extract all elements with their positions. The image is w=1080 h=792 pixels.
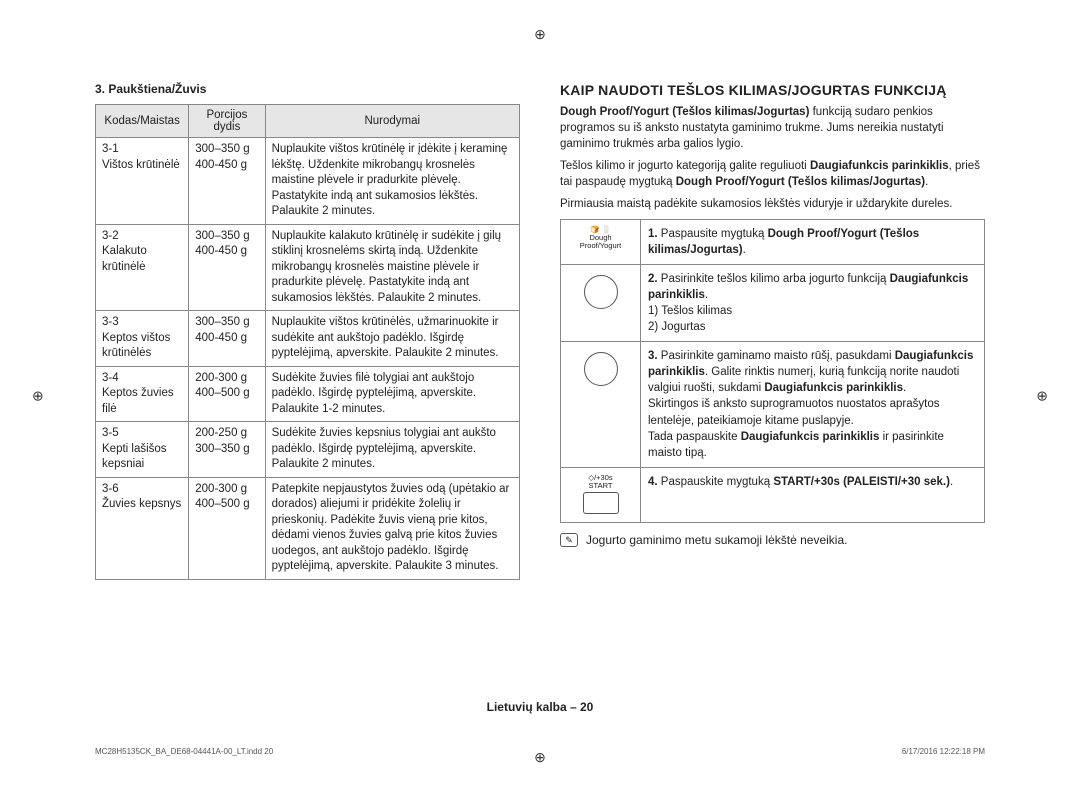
print-mark-left: MC28H5135CK_BA_DE68-04441A-00_LT.indd 20: [95, 747, 273, 756]
paragraph-2: Tešlos kilimo ir jogurto kategoriją gali…: [560, 158, 985, 190]
cell-instr: Sudėkite žuvies kepsnius tolygiai ant au…: [265, 422, 519, 478]
step-icon-cell: 🍞 🥛 Dough Proof/Yogurt: [561, 219, 641, 264]
step-row: ◇/+30s START 4. Paspauskite mygtuką STAR…: [561, 467, 985, 523]
left-column: 3. Paukštiena/Žuvis Kodas/Maistas Porcij…: [95, 82, 520, 580]
steps-table: 🍞 🥛 Dough Proof/Yogurt 1. Paspausite myg…: [560, 219, 985, 524]
table-row: 3-4 Keptos žuvies filė 200-300 g 400–500…: [96, 366, 520, 422]
table-row: 3-6 Žuvies kepsnys 200-300 g 400–500 g P…: [96, 477, 520, 579]
food-table: Kodas/Maistas Porcijos dydis Nurodymai 3…: [95, 104, 520, 580]
registration-mark-right: ⊕: [1036, 388, 1048, 405]
cell-code: 3-2 Kalakuto krūtinėlė: [96, 224, 189, 311]
col-header-code: Kodas/Maistas: [96, 105, 189, 138]
note-icon: ✎: [560, 533, 578, 547]
cell-instr: Nuplaukite kalakuto krūtinėlę ir sudėkit…: [265, 224, 519, 311]
step-icon-cell: [561, 264, 641, 341]
p1-bold: Dough Proof/Yogurt (Tešlos kilimas/Jogur…: [560, 106, 809, 118]
cell-portion: 300–350 g 400-450 g: [189, 311, 265, 367]
icon-label: START: [568, 482, 633, 490]
cell-code: 3-3 Keptos vištos krūtinėlės: [96, 311, 189, 367]
cell-code: 3-6 Žuvies kepsnys: [96, 477, 189, 579]
step-row: 🍞 🥛 Dough Proof/Yogurt 1. Paspausite myg…: [561, 219, 985, 264]
registration-mark-top: ⊕: [534, 26, 546, 43]
paragraph-3: Pirmiausia maistą padėkite sukamosios lė…: [560, 196, 985, 212]
step-text-cell: 2. Pasirinkite tešlos kilimo arba jogurt…: [641, 264, 985, 341]
step-row: 2. Pasirinkite tešlos kilimo arba jogurt…: [561, 264, 985, 341]
step-icon-cell: ◇/+30s START: [561, 467, 641, 523]
note-text: Jogurto gaminimo metu sukamoji lėkštė ne…: [586, 533, 847, 547]
step-icon-cell: [561, 342, 641, 468]
step-text-cell: 3. Pasirinkite gaminamo maisto rūšį, pas…: [641, 342, 985, 468]
right-heading: KAIP NAUDOTI TEŠLOS KILIMAS/JOGURTAS FUN…: [560, 82, 985, 98]
registration-mark-left: ⊕: [32, 388, 44, 405]
cell-code: 3-4 Keptos žuvies filė: [96, 366, 189, 422]
registration-mark-bottom: ⊕: [534, 749, 546, 766]
step-text-cell: 4. Paspauskite mygtuką START/+30s (PALEI…: [641, 467, 985, 523]
cell-portion: 200-300 g 400–500 g: [189, 477, 265, 579]
table-row: 3-1 Vištos krūtinėlė 300–350 g 400-450 g…: [96, 138, 520, 225]
cell-instr: Nuplaukite vištos krūtinėlės, užmarinuok…: [265, 311, 519, 367]
paragraph-1: Dough Proof/Yogurt (Tešlos kilimas/Jogur…: [560, 104, 985, 152]
cell-portion: 200-250 g 300–350 g: [189, 422, 265, 478]
section-title: 3. Paukštiena/Žuvis: [95, 82, 520, 96]
step-row: 3. Pasirinkite gaminamo maisto rūšį, pas…: [561, 342, 985, 468]
table-row: 3-3 Keptos vištos krūtinėlės 300–350 g 4…: [96, 311, 520, 367]
print-mark-right: 6/17/2016 12:22:18 PM: [902, 747, 985, 756]
cell-code: 3-1 Vištos krūtinėlė: [96, 138, 189, 225]
table-row: 3-5 Kepti lašišos kepsniai 200-250 g 300…: [96, 422, 520, 478]
col-header-instructions: Nurodymai: [265, 105, 519, 138]
cell-instr: Patepkite nepjaustytos žuvies odą (upėta…: [265, 477, 519, 579]
cell-portion: 200-300 g 400–500 g: [189, 366, 265, 422]
step-text-cell: 1. Paspausite mygtuką Dough Proof/Yogurt…: [641, 219, 985, 264]
cell-portion: 300–350 g 400-450 g: [189, 138, 265, 225]
knob-icon: [584, 275, 618, 309]
cell-instr: Sudėkite žuvies filė tolygiai ant aukšto…: [265, 366, 519, 422]
cell-code: 3-5 Kepti lašišos kepsniai: [96, 422, 189, 478]
knob-icon: [584, 352, 618, 386]
right-column: KAIP NAUDOTI TEŠLOS KILIMAS/JOGURTAS FUN…: [560, 82, 985, 580]
page-content: 3. Paukštiena/Žuvis Kodas/Maistas Porcij…: [0, 0, 1080, 620]
table-row: 3-2 Kalakuto krūtinėlė 300–350 g 400-450…: [96, 224, 520, 311]
col-header-portion: Porcijos dydis: [189, 105, 265, 138]
cell-instr: Nuplaukite vištos krūtinėlę ir įdėkite į…: [265, 138, 519, 225]
page-footer: Lietuvių kalba – 20: [0, 700, 1080, 714]
cell-portion: 300–350 g 400-450 g: [189, 224, 265, 311]
note-row: ✎ Jogurto gaminimo metu sukamoji lėkštė …: [560, 533, 985, 547]
start-button-icon: [583, 492, 619, 514]
icon-label: Dough Proof/Yogurt: [568, 234, 633, 251]
